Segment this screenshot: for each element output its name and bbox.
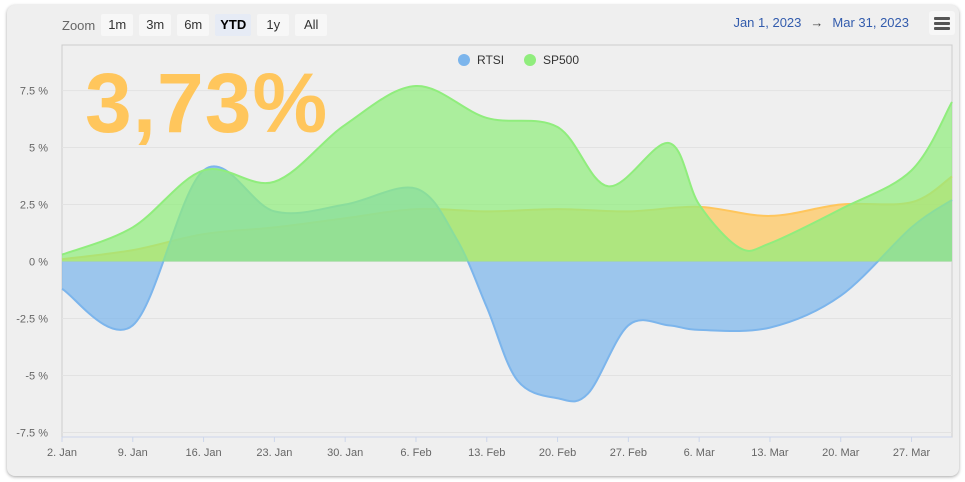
range-from-input[interactable]: Jan 1, 2023 bbox=[733, 15, 802, 30]
legend-rtsi-label: RTSI bbox=[477, 53, 504, 67]
zoom-1m-button[interactable]: 1m bbox=[101, 14, 134, 36]
zoom-6m-button[interactable]: 6m bbox=[177, 14, 210, 36]
zoom-toolbar: Zoom 1m 3m 6m YTD 1y All bbox=[62, 14, 333, 36]
highlight-value: 3,73% bbox=[85, 56, 329, 150]
chart-svg: -7.5 % -5 % -2.5 % 0 % 2.5 % 5 % 7.5 % 2. Jan 9.… bbox=[16, 44, 953, 459]
zoom-1y-button[interactable]: 1y bbox=[257, 14, 290, 36]
date-range: Jan 1, 2023 → Mar 31, 2023 bbox=[733, 15, 909, 30]
sp500-area bbox=[62, 85, 952, 262]
sp500-line bbox=[61, 85, 953, 256]
rtsi-line bbox=[61, 165, 953, 403]
x-tick-label: 23. Jan bbox=[256, 447, 292, 459]
y-tick-label: 7.5 % bbox=[20, 86, 48, 98]
x-tick-label: 27. Mar bbox=[893, 447, 931, 459]
x-tick-label: 6. Mar bbox=[684, 447, 716, 459]
y-tick-label: -7.5 % bbox=[16, 427, 48, 439]
legend-sp500-label: SP500 bbox=[543, 53, 579, 67]
zoom-all-button[interactable]: All bbox=[295, 14, 328, 36]
zoom-label: Zoom bbox=[62, 17, 96, 33]
x-tick-label: 16. Jan bbox=[186, 447, 222, 459]
x-tick-label: 30. Jan bbox=[327, 447, 363, 459]
x-tick-label: 20. Mar bbox=[822, 447, 860, 459]
x-tick-label: 2. Jan bbox=[47, 447, 77, 459]
x-tick-label: 20. Feb bbox=[539, 447, 576, 459]
chart-card: Zoom 1m 3m 6m YTD 1y All Jan 1, 2023 → M… bbox=[7, 5, 959, 476]
legend-sp500-symbol bbox=[524, 54, 536, 66]
x-tick-label: 9. Jan bbox=[118, 447, 148, 459]
legend-rtsi-symbol bbox=[458, 54, 470, 66]
hamburger-menu-icon[interactable] bbox=[929, 11, 955, 35]
y-tick-label: 0 % bbox=[29, 257, 48, 269]
y-tick-label: -2.5 % bbox=[16, 313, 48, 325]
x-tick-label: 13. Mar bbox=[751, 447, 789, 459]
range-arrow-icon: → bbox=[810, 15, 824, 30]
x-tick-label: 6. Feb bbox=[400, 447, 431, 459]
y-tick-label: 2.5 % bbox=[20, 200, 48, 212]
y-tick-label: -5 % bbox=[25, 370, 48, 382]
x-tick-label: 27. Feb bbox=[610, 447, 647, 459]
zoom-ytd-button[interactable]: YTD bbox=[215, 14, 252, 36]
x-tick-label: 13. Feb bbox=[468, 447, 505, 459]
y-tick-label: 5 % bbox=[29, 143, 48, 155]
range-to-input[interactable]: Mar 31, 2023 bbox=[832, 15, 909, 30]
zoom-3m-button[interactable]: 3m bbox=[139, 14, 172, 36]
